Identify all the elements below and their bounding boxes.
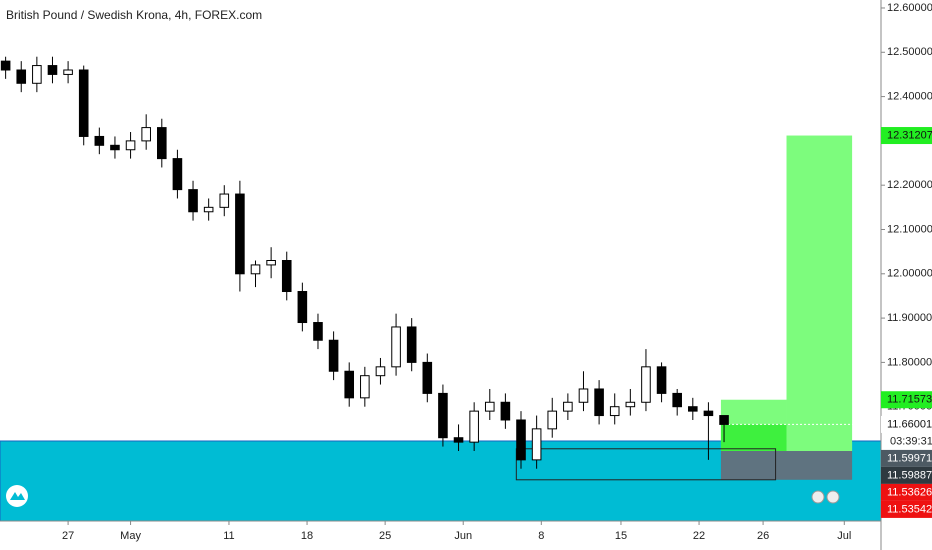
y-tick-label: 11.90000 xyxy=(887,312,932,324)
candle-body xyxy=(281,260,292,293)
candle-body xyxy=(641,366,651,403)
candle-body xyxy=(344,370,355,399)
x-tick-label: 18 xyxy=(301,530,313,542)
candle-body xyxy=(266,260,276,266)
price-label: 11.66001 xyxy=(887,418,932,430)
candle-body xyxy=(110,144,120,151)
price-label-bg xyxy=(881,127,932,145)
candle-body xyxy=(625,401,636,408)
candle-body xyxy=(297,291,308,324)
price-label: 11.53542 xyxy=(887,503,932,515)
candle-body xyxy=(172,158,183,191)
candle-body xyxy=(688,406,698,412)
x-tick-label: Jun xyxy=(454,530,472,542)
price-label-bg xyxy=(881,500,932,518)
x-tick-label: 27 xyxy=(62,530,74,542)
candle-body xyxy=(157,127,167,160)
candle-body xyxy=(406,326,417,363)
y-tick-label: 12.60000 xyxy=(887,2,932,14)
axes: 12.6000012.5000012.4000012.3000012.20000… xyxy=(62,2,932,542)
candle-body xyxy=(469,410,479,443)
y-tick-label: 12.00000 xyxy=(887,268,932,280)
zone xyxy=(720,451,853,480)
x-tick-label: Jul xyxy=(837,530,851,542)
range-outline xyxy=(515,448,777,481)
event-icon xyxy=(826,490,840,504)
candle-body xyxy=(125,140,136,151)
candle-body xyxy=(484,401,495,412)
y-tick-label: 12.20000 xyxy=(887,179,932,191)
candle-body xyxy=(0,60,11,71)
price-label-bg xyxy=(881,391,932,409)
candle-body xyxy=(313,322,323,341)
logo[interactable] xyxy=(6,485,28,507)
price-label: 11.53626 xyxy=(887,486,932,498)
drawings xyxy=(0,135,882,522)
candle-body xyxy=(375,366,386,377)
event-icons[interactable] xyxy=(811,490,840,504)
candle-body xyxy=(219,193,230,208)
candles xyxy=(0,56,729,469)
candle-body xyxy=(547,410,558,430)
countdown: 03:39:31 xyxy=(890,435,932,447)
y-tick-label: 12.10000 xyxy=(887,223,932,235)
candle-body xyxy=(188,189,198,213)
candle-body xyxy=(672,392,682,408)
event-icon xyxy=(811,490,825,504)
candle-body xyxy=(47,65,58,75)
price-label-bg xyxy=(881,415,932,433)
candle-body xyxy=(422,361,433,394)
price-label-bg xyxy=(881,449,932,467)
candle-body xyxy=(438,392,448,439)
zone xyxy=(786,135,853,452)
candle-body xyxy=(453,437,464,443)
candle-body xyxy=(328,339,339,372)
candle-body xyxy=(703,410,714,417)
y-tick-label: 12.40000 xyxy=(887,90,932,102)
x-tick-label: 26 xyxy=(757,530,769,542)
price-label: 11.59971 xyxy=(887,452,932,464)
candle-body xyxy=(563,401,573,412)
price-label: 11.59887 xyxy=(887,469,932,481)
price-label: 12.31207 xyxy=(887,129,932,141)
candle-body xyxy=(656,366,667,394)
x-tick-label: 25 xyxy=(379,530,391,542)
chart-title: British Pound / Swedish Krona, 4h, FOREX… xyxy=(6,8,262,22)
candle-body xyxy=(578,388,589,403)
x-tick-label: 8 xyxy=(538,530,544,542)
candle-body xyxy=(516,419,526,461)
candle-body xyxy=(78,69,89,137)
candle-body xyxy=(360,375,370,399)
candle-body xyxy=(719,415,729,425)
price-label-bg xyxy=(881,466,932,484)
candle-body xyxy=(250,264,261,275)
x-tick-label: 11 xyxy=(223,530,234,542)
candle-body xyxy=(141,127,151,142)
x-tick-label: May xyxy=(120,530,141,542)
candle-body xyxy=(203,206,214,213)
logo-icon xyxy=(10,492,25,500)
candle-body xyxy=(500,401,511,421)
price-label-bg xyxy=(881,483,932,501)
zone xyxy=(720,424,787,452)
x-tick-label: 15 xyxy=(615,530,627,542)
candle-body xyxy=(235,193,245,275)
candle-body xyxy=(531,428,542,461)
candle-body xyxy=(94,135,105,146)
price-label: 11.71573 xyxy=(887,394,932,406)
candle-body xyxy=(594,388,604,417)
candle-body xyxy=(16,69,27,84)
candle-body xyxy=(32,65,42,84)
y-tick-label: 12.50000 xyxy=(887,46,932,58)
candle-body xyxy=(609,406,620,417)
x-tick-label: 22 xyxy=(693,530,705,542)
y-tick-label: 11.80000 xyxy=(887,356,932,368)
candle-body xyxy=(391,326,401,368)
candle-body xyxy=(63,69,73,75)
